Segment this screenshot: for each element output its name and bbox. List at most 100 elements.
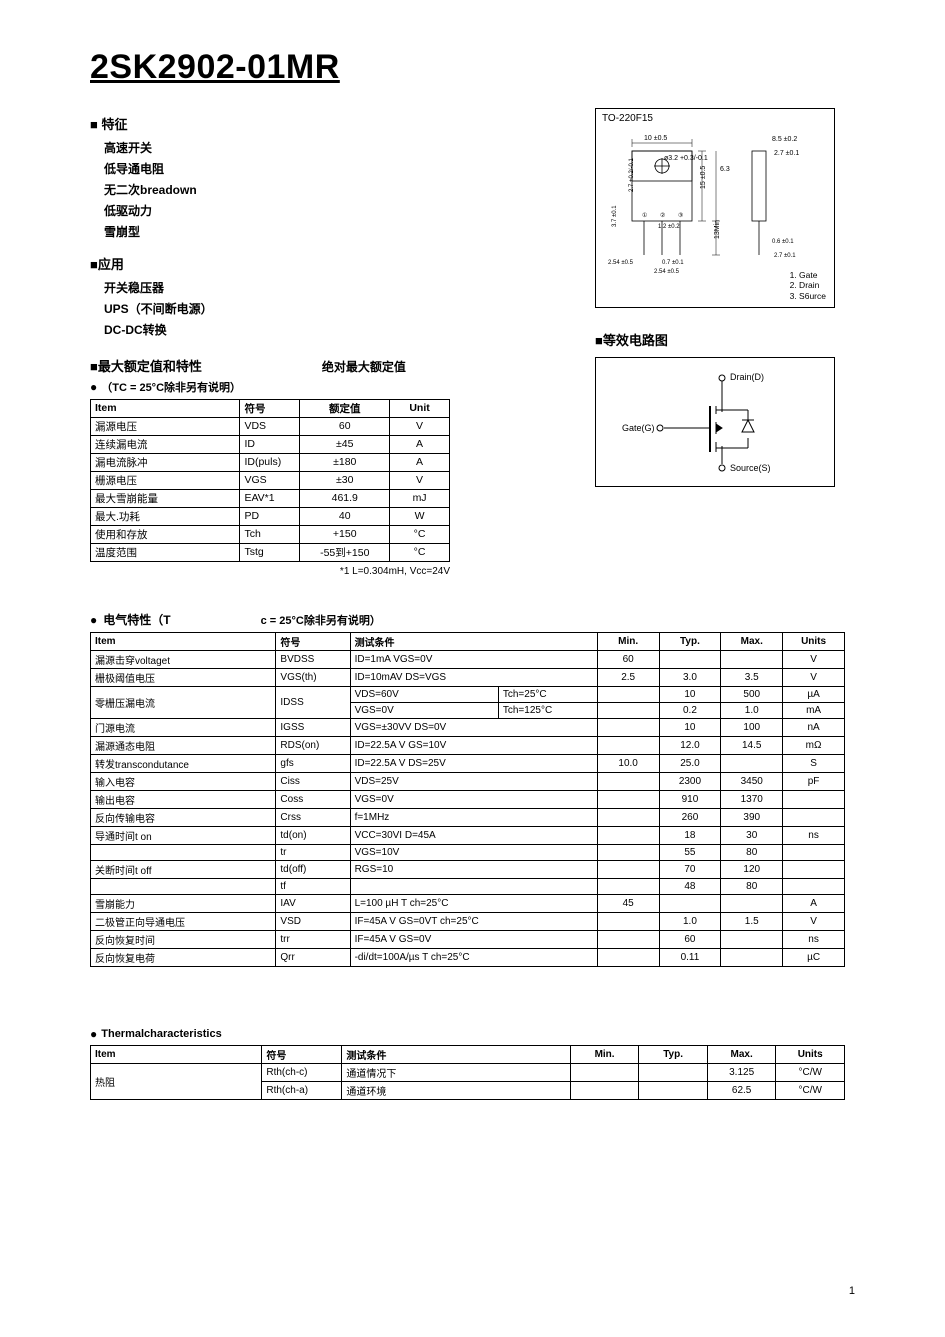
table-cell: Crss [276, 808, 350, 826]
table-cell: Tch=25°C [498, 686, 597, 702]
table-cell: PD [240, 507, 300, 525]
table-cell: 910 [659, 790, 721, 808]
condition-tc: （TC = 25°C除非另有说明） [101, 379, 241, 395]
svg-text:0.6 ±0.1: 0.6 ±0.1 [772, 239, 794, 245]
ratings-heading: ■最大额定值和特性 [90, 356, 202, 375]
table-cell: 导通时间t on [91, 826, 276, 844]
electrical-condition: c = 25°C除非另有说明） [261, 612, 381, 628]
table-cell: VDS [240, 417, 300, 435]
table-cell [721, 948, 783, 966]
table-cell: IDSS [276, 686, 350, 718]
table-cell: VSD [276, 912, 350, 930]
table-row: 反向传输电容Crssf=1MHz260390 [91, 808, 845, 826]
table-cell: 30 [721, 826, 783, 844]
table-row: 连续漏电流ID±45A [91, 435, 450, 453]
table-cell: tr [276, 844, 350, 860]
table-cell: 10.0 [597, 754, 659, 772]
table-cell: ID(puls) [240, 453, 300, 471]
electrical-table: Item 符号 测试条件 Min. Typ. Max. Units 漏源击穿vo… [90, 632, 845, 967]
package-drawing: ① ② ③ [602, 127, 830, 287]
list-item: DC-DC转换 [104, 321, 555, 338]
table-cell: RDS(on) [276, 736, 350, 754]
table-cell: °C/W [776, 1063, 845, 1081]
table-cell: Qrr [276, 948, 350, 966]
svg-text:2.54 ±0.5: 2.54 ±0.5 [608, 260, 634, 266]
table-cell: Rth(ch-a) [262, 1081, 342, 1099]
table-cell: VDS=60V [350, 686, 498, 702]
right-column: TO-220F15 ① [595, 100, 855, 577]
table-row: 漏源击穿voltagetBVDSSID=1mA VGS=0V60V [91, 650, 845, 668]
table-header: Item [91, 399, 240, 417]
table-cell: 门源电流 [91, 718, 276, 736]
list-item: 低驱动力 [104, 202, 555, 219]
svg-text:8.5 ±0.2: 8.5 ±0.2 [772, 136, 797, 143]
bullet-icon: ● [90, 613, 97, 627]
table-cell: IF=45A V GS=0V [350, 930, 597, 948]
table-cell: 40 [300, 507, 390, 525]
table-cell: td(off) [276, 860, 350, 878]
table-header: 额定值 [300, 399, 390, 417]
table-cell [570, 1063, 639, 1081]
table-cell [597, 826, 659, 844]
table-cell: 500 [721, 686, 783, 702]
table-cell: trr [276, 930, 350, 948]
table-cell: A [390, 453, 450, 471]
table-cell: 热阻 [91, 1063, 262, 1099]
table-cell: 使用和存放 [91, 525, 240, 543]
applications-list: 开关稳压器 UPS（不间断电源） DC-DC转换 [90, 279, 555, 338]
list-item: 高速开关 [104, 139, 555, 156]
table-cell: Tstg [240, 543, 300, 561]
table-cell: Tch [240, 525, 300, 543]
table-cell: µA [783, 686, 845, 702]
table-row: 门源电流IGSSVGS=±30VV DS=0V10100nA [91, 718, 845, 736]
table-cell: VGS=10V [350, 844, 597, 860]
table-row: 二极管正向导通电压VSDIF=45A V GS=0VT ch=25°C1.01.… [91, 912, 845, 930]
table-cell: 60 [597, 650, 659, 668]
table-cell: 10 [659, 686, 721, 702]
table-row: 导通时间t ontd(on)VCC=30VI D=45A1830ns [91, 826, 845, 844]
table-cell: ID=10mAV DS=VGS [350, 668, 597, 686]
table-cell: gfs [276, 754, 350, 772]
table-cell [597, 808, 659, 826]
table-cell [91, 878, 276, 894]
eq-circuit-svg: Drain(D) Gate(G) Source(S) [602, 364, 830, 482]
svg-text:10 ±0.5: 10 ±0.5 [644, 135, 667, 142]
table-cell [597, 930, 659, 948]
table-header: Unit [390, 399, 450, 417]
table-cell: 0.11 [659, 948, 721, 966]
table-row: 栅极阈值电压VGS(th)ID=10mAV DS=VGS2.53.03.5V [91, 668, 845, 686]
table-cell [597, 878, 659, 894]
table-header: Units [783, 632, 845, 650]
electrical-heading: 电气特性（T [103, 611, 170, 628]
list-item: UPS（不间断电源） [104, 300, 555, 317]
table-cell: 通道环境 [342, 1081, 570, 1099]
table-cell: V [783, 650, 845, 668]
table-cell: 2.5 [597, 668, 659, 686]
table-cell: A [390, 435, 450, 453]
table-row: 输出电容CossVGS=0V9101370 [91, 790, 845, 808]
table-cell [597, 736, 659, 754]
table-cell: VGS=0V [350, 702, 498, 718]
table-cell: S [783, 754, 845, 772]
table-cell: 二极管正向导通电压 [91, 912, 276, 930]
table-cell: 3.125 [707, 1063, 776, 1081]
table-row: 最大雪崩能量EAV*1461.9mJ [91, 489, 450, 507]
table-cell: 10 [659, 718, 721, 736]
table-cell: td(on) [276, 826, 350, 844]
table-cell: ID=22.5A V DS=25V [350, 754, 597, 772]
table-cell: 62.5 [707, 1081, 776, 1099]
package-outline: TO-220F15 ① [595, 108, 835, 308]
svg-text:①: ① [642, 212, 647, 219]
table-cell: tf [276, 878, 350, 894]
svg-text:0.7 ±0.1: 0.7 ±0.1 [662, 260, 684, 266]
svg-text:Drain(D): Drain(D) [730, 372, 764, 382]
svg-text:6.3: 6.3 [720, 166, 730, 173]
table-cell: VCC=30VI D=45A [350, 826, 597, 844]
table-cell: 48 [659, 878, 721, 894]
table-cell: L=100 µH T ch=25°C [350, 894, 597, 912]
svg-text:②: ② [660, 212, 665, 219]
table-cell: 3.0 [659, 668, 721, 686]
table-cell: ID=22.5A V GS=10V [350, 736, 597, 754]
table-header: 符号 [240, 399, 300, 417]
svg-text:15 ±0.5: 15 ±0.5 [700, 165, 707, 188]
